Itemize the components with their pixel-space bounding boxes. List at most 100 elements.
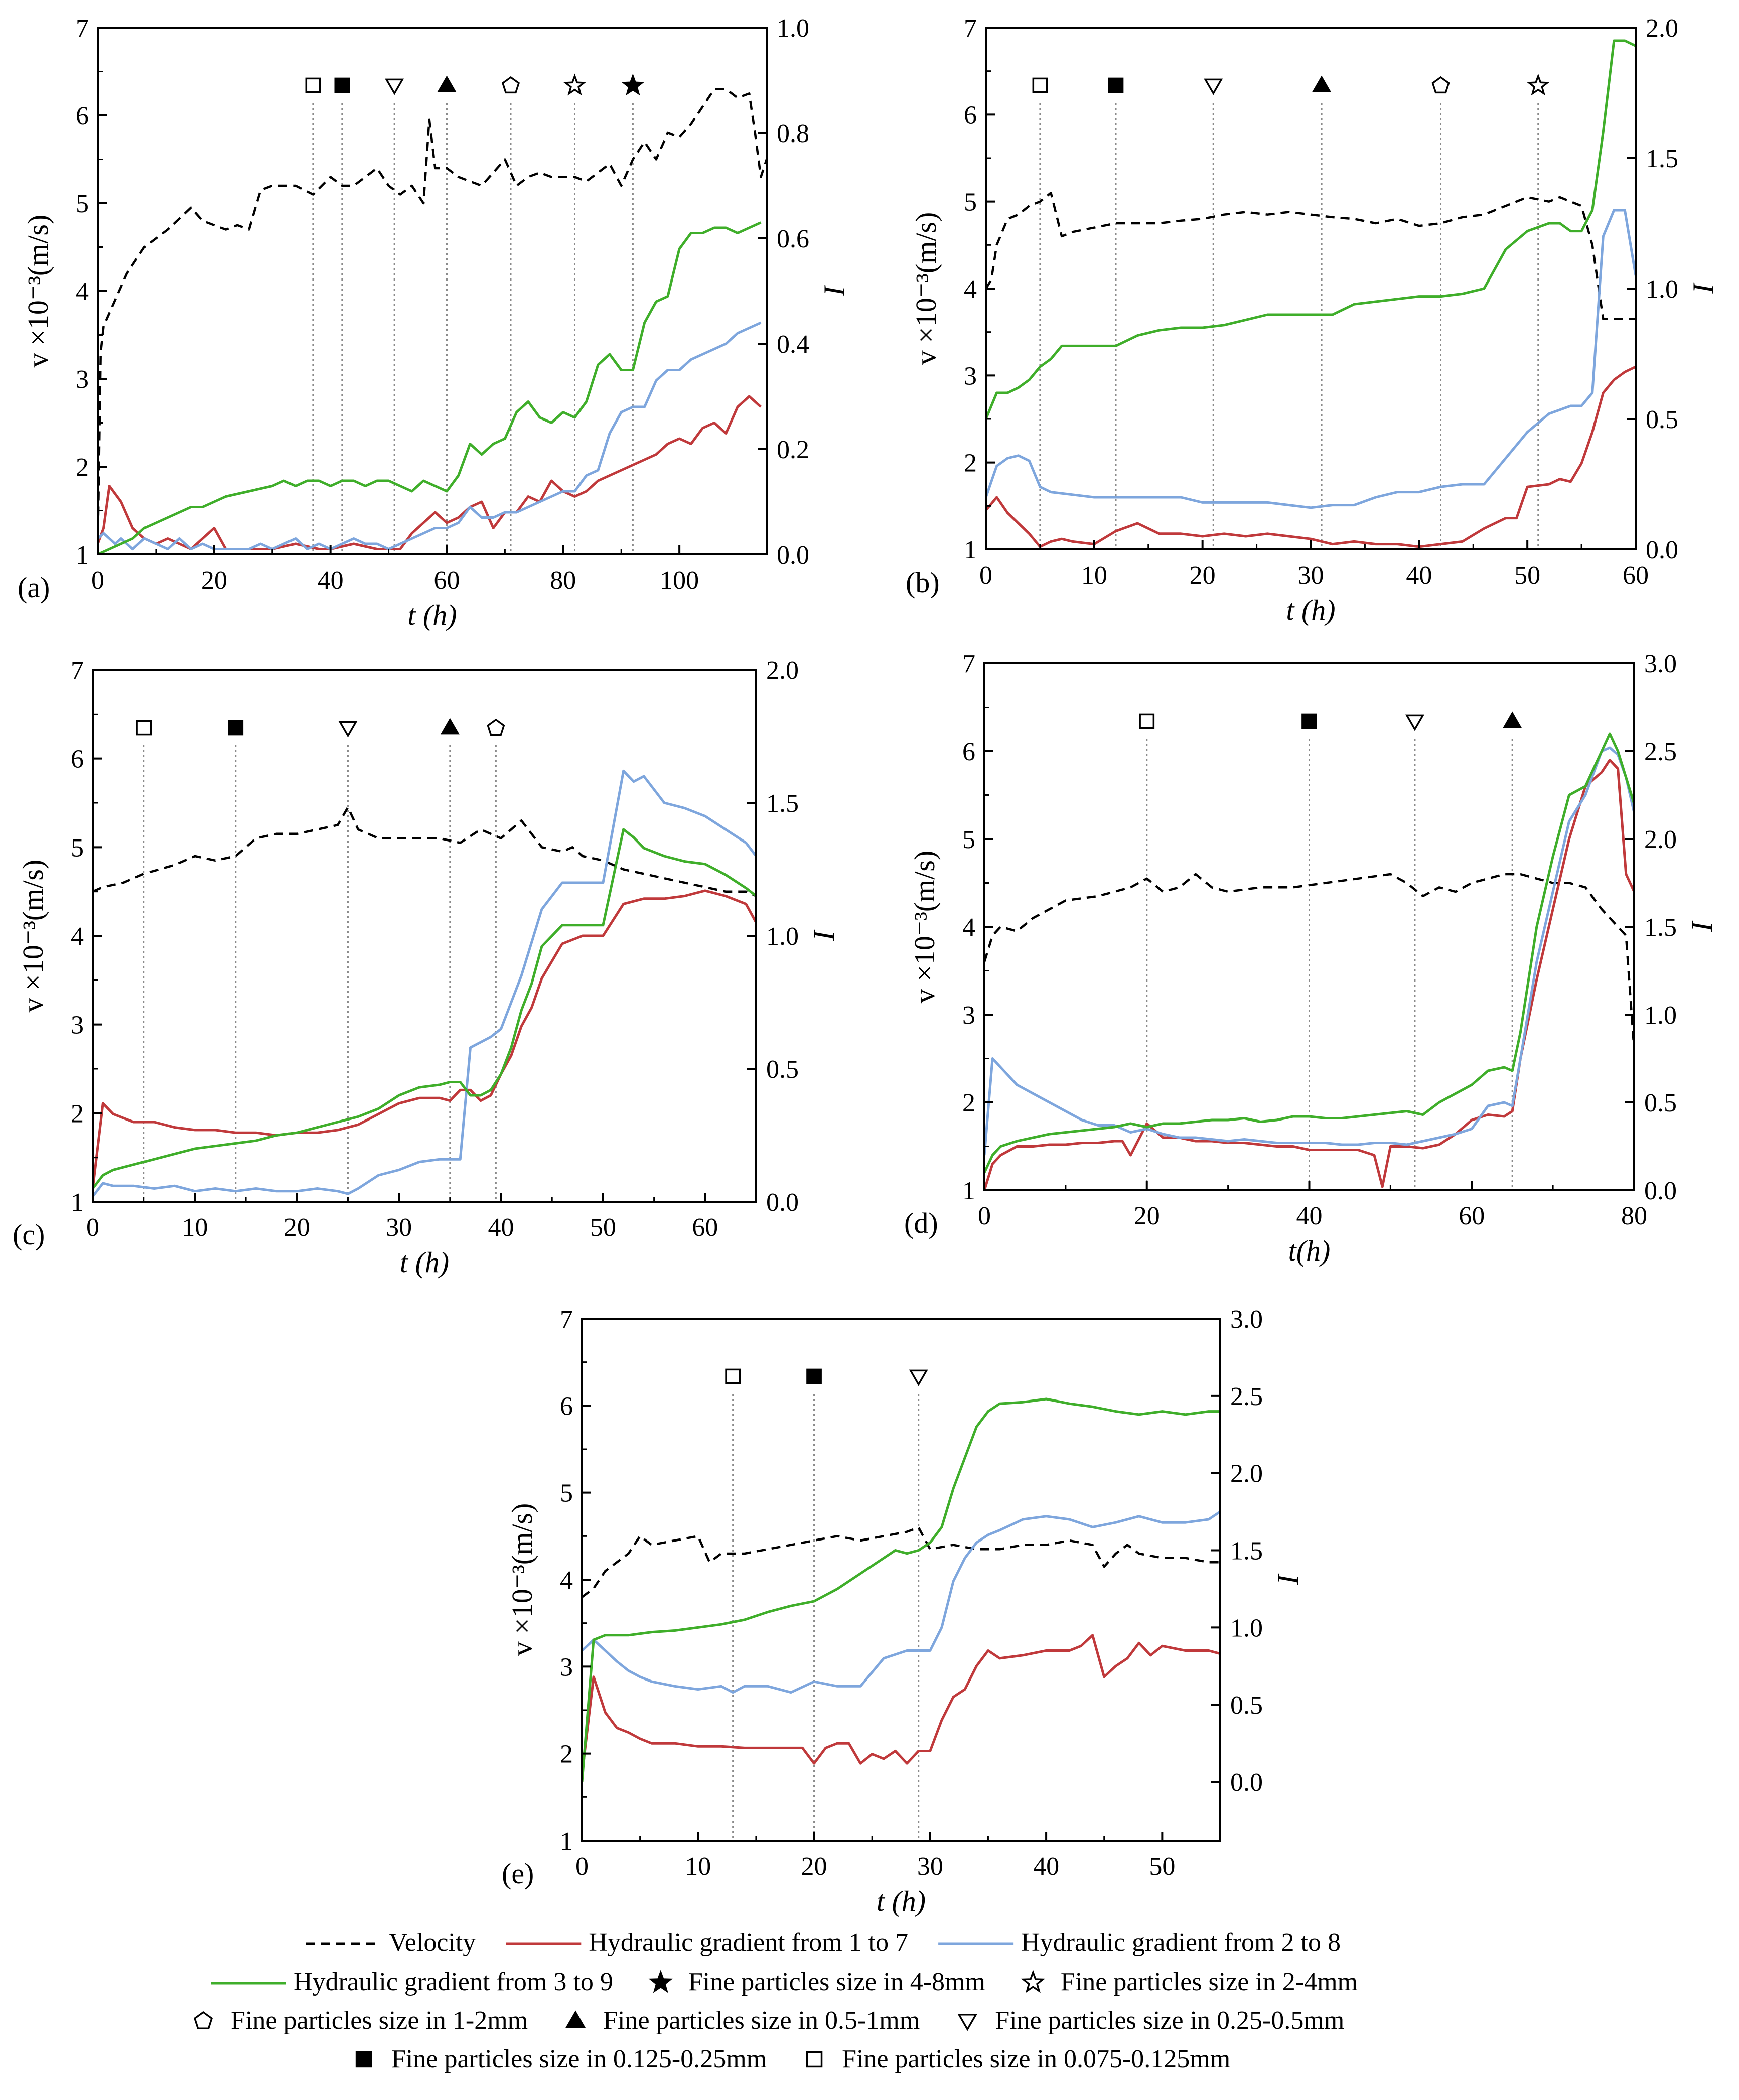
x-tick-label: 30 <box>386 1213 412 1242</box>
y-left-tick-label: 3 <box>71 1011 84 1040</box>
x-axis-label: t (h) <box>1286 594 1335 626</box>
x-tick-label: 40 <box>318 566 344 595</box>
y-right-tick-label: 1.0 <box>766 922 799 951</box>
series-group <box>98 88 767 554</box>
y-right-axis-label: I <box>818 285 851 297</box>
x-tick-label: 10 <box>1081 561 1107 590</box>
y-right-axis-label: I <box>807 929 840 941</box>
y-right-tick-label: 0.0 <box>777 541 809 570</box>
series-line-g39 <box>93 828 756 1190</box>
y-left-tick-label: 4 <box>76 277 89 306</box>
y-right-tick-label: 1.5 <box>1644 913 1677 942</box>
chart-panel-b: 0 10 20 30 40 50 60 t (h) 1 2 3 4 5 6 7 v ×10⁻³(m/s) 0.0… <box>906 14 1720 626</box>
y-left-tick-label: 2 <box>560 1740 573 1769</box>
x-tick-label: 10 <box>685 1852 711 1881</box>
y-right-tick-label: 0.0 <box>1230 1768 1263 1797</box>
marker-m1_2 <box>501 76 520 94</box>
y-left-tick-label: 3 <box>76 365 89 394</box>
x-axis-label: t (h) <box>407 599 457 631</box>
x-axis-label: t(h) <box>1288 1234 1331 1267</box>
legend-label: Fine particles size in 0.075-0.125mm <box>842 2045 1230 2073</box>
y-left-tick-label: 7 <box>71 656 84 685</box>
y-left-tick-label: 5 <box>964 188 977 217</box>
x-tick-label: 50 <box>1514 561 1540 590</box>
legend-swatch <box>806 2051 823 2068</box>
y-left-axis-label: v ×10⁻³(m/s) <box>17 860 49 1013</box>
legend-item-m025_05: Fine particles size in 0.25-0.5mm <box>957 2006 1344 2035</box>
y-right-tick-label: 0.0 <box>766 1188 799 1217</box>
series-line-velocity <box>93 806 756 897</box>
x-tick-label: 60 <box>433 566 460 595</box>
x-tick-label: 10 <box>182 1213 208 1242</box>
y-left-tick-label: 7 <box>560 1305 573 1334</box>
x-tick-label: 0 <box>978 1202 991 1230</box>
y-left-axis-label: v ×10⁻³(m/s) <box>908 851 941 1004</box>
y-right-tick-label: 1.0 <box>777 14 809 43</box>
x-tick-label: 20 <box>1190 561 1216 590</box>
x-tick-label: 0 <box>575 1852 589 1881</box>
y-left-tick-label: 4 <box>71 922 84 951</box>
y-left-tick-label: 4 <box>560 1566 573 1595</box>
y-right-tick-label: 0.5 <box>1230 1691 1263 1720</box>
y-right-tick-label: 0.6 <box>777 225 809 253</box>
particle-markers <box>1139 711 1522 1190</box>
y-left-tick-label: 6 <box>560 1392 573 1421</box>
panel-label: (a) <box>18 571 50 604</box>
y-right-tick-label: 1.0 <box>1644 1001 1677 1030</box>
legend-label: Fine particles size in 0.125-0.25mm <box>391 2045 767 2073</box>
legend-swatch <box>957 2013 978 2031</box>
y-right-tick-label: 3.0 <box>1644 650 1677 678</box>
marker-m0075_0125 <box>305 77 321 93</box>
series-line-g17 <box>98 395 762 550</box>
y-left-tick-label: 7 <box>962 650 975 678</box>
y-right-axis-label: I <box>1687 282 1720 294</box>
x-tick-label: 100 <box>660 566 699 595</box>
y-left-axis-label: v ×10⁻³(m/s) <box>506 1503 538 1656</box>
y-right-tick-label: 2.0 <box>766 656 799 685</box>
panel-label: (d) <box>904 1207 938 1239</box>
series-line-g39 <box>986 39 1636 419</box>
particle-markers <box>136 718 505 1202</box>
x-tick-label: 50 <box>590 1213 616 1242</box>
y-left-tick-label: 4 <box>962 913 975 942</box>
y-left-tick-label: 2 <box>962 1089 975 1117</box>
y-left-tick-label: 1 <box>560 1827 573 1856</box>
y-right-tick-label: 2.5 <box>1230 1382 1263 1411</box>
legend-swatch <box>193 2011 213 2030</box>
legend-swatch <box>648 1970 673 1993</box>
y-left-tick-label: 5 <box>962 825 975 854</box>
marker-m0125_025 <box>334 77 350 93</box>
y-right-tick-label: 0.8 <box>777 119 809 148</box>
series-line-g28 <box>986 209 1636 509</box>
x-tick-label: 80 <box>550 566 576 595</box>
y-axis-right: 0.0 0.5 1.0 1.5 2.0 I <box>747 656 840 1217</box>
y-left-tick-label: 6 <box>76 102 89 130</box>
series-group <box>986 39 1636 548</box>
series-line-g28 <box>98 321 762 550</box>
legend-item-m0075_0125: Fine particles size in 0.075-0.125mm <box>806 2045 1230 2073</box>
marker-m025_05 <box>1204 78 1223 95</box>
y-left-tick-label: 2 <box>71 1099 84 1128</box>
y-left-tick-label: 2 <box>964 449 977 478</box>
x-tick-label: 30 <box>1298 561 1324 590</box>
y-left-tick-label: 5 <box>76 190 89 218</box>
panel-label: (c) <box>13 1218 45 1251</box>
chart-panel-d: 0 20 40 60 80 t(h) 1 2 3 4 5 6 7 v ×10⁻³(m/s) 0.0 0.5 1.… <box>904 650 1718 1267</box>
series-line-g17 <box>582 1634 1220 1774</box>
series-line-g17 <box>93 889 756 1189</box>
x-tick-label: 40 <box>1033 1852 1059 1881</box>
x-axis-label: t (h) <box>400 1246 449 1279</box>
series-line-g28 <box>582 1510 1220 1694</box>
marker-m0075_0125 <box>725 1368 741 1384</box>
x-tick-label: 50 <box>1149 1852 1175 1881</box>
legend-item-g39: Hydraulic gradient from 3 to 9 <box>211 1968 613 1996</box>
y-right-tick-label: 0.0 <box>1644 1177 1677 1205</box>
x-tick-label: 30 <box>917 1852 943 1881</box>
legend-swatch <box>565 2010 586 2028</box>
marker-m1_2 <box>487 718 505 736</box>
marker-m025_05 <box>1405 714 1424 731</box>
legend-swatch <box>355 2051 372 2068</box>
marker-m05_1 <box>440 718 460 735</box>
